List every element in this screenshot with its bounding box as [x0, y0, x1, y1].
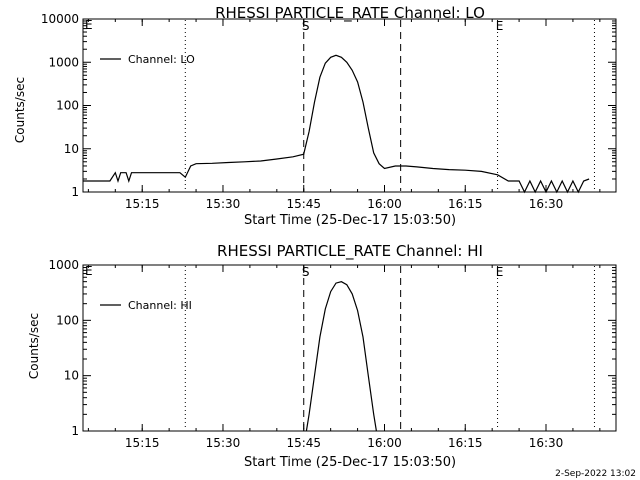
chart-title: RHESSI PARTICLE_RATE Channel: HI — [217, 242, 483, 261]
chart-title: RHESSI PARTICLE_RATE Channel: LO — [215, 4, 485, 23]
x-tick-label: 15:15 — [125, 197, 160, 211]
corner-marker-label: E — [85, 18, 93, 32]
plot-frame — [82, 264, 617, 432]
x-tick-label: 16:15 — [448, 436, 483, 450]
y-tick-label: 100 — [56, 99, 79, 113]
y-tick-label: 10 — [64, 142, 79, 156]
x-tick-label: 16:15 — [448, 197, 483, 211]
panel-lo: RHESSI PARTICLE_RATE Channel: LO Start T… — [13, 4, 617, 228]
event-marker-label: E — [496, 19, 504, 33]
series-line — [305, 281, 377, 432]
x-tick-label: 16:30 — [529, 436, 564, 450]
x-tick-label: 15:30 — [206, 436, 241, 450]
panel-hi: RHESSI PARTICLE_RATE Channel: HI Start T… — [27, 242, 617, 470]
x-tick-label: 16:00 — [367, 436, 402, 450]
y-tick-label: 10000 — [41, 12, 79, 26]
plot-frame — [82, 18, 617, 193]
series-line — [83, 54, 590, 194]
y-tick-label: 100 — [56, 313, 79, 327]
x-tick-label: 16:30 — [529, 197, 564, 211]
x-tick-label: 15:15 — [125, 436, 160, 450]
legend-label: Channel: HI — [128, 299, 192, 312]
y-tick-label: 1000 — [48, 55, 79, 69]
x-tick-label: 16:00 — [367, 197, 402, 211]
y-tick-label: 1 — [71, 185, 79, 199]
y-tick-label: 1 — [71, 424, 79, 438]
event-marker-label: E — [496, 265, 504, 279]
y-axis-label: Counts/sec — [13, 77, 27, 143]
x-axis-label: Start Time (25-Dec-17 15:03:50) — [244, 455, 456, 470]
legend-label: Channel: LO — [128, 53, 195, 66]
x-tick-label: 15:30 — [206, 197, 241, 211]
x-axis-label: Start Time (25-Dec-17 15:03:50) — [244, 213, 456, 228]
y-axis-label: Counts/sec — [27, 313, 41, 379]
y-tick-label: 10 — [64, 369, 79, 383]
event-marker-label: S — [302, 265, 310, 279]
x-tick-label: 15:45 — [286, 197, 321, 211]
corner-marker-label: E — [85, 264, 93, 278]
event-marker-label: S — [302, 19, 310, 33]
date-stamp: 2-Sep-2022 13:02 — [555, 469, 636, 479]
y-tick-label: 1000 — [48, 258, 79, 272]
x-tick-label: 15:45 — [286, 436, 321, 450]
